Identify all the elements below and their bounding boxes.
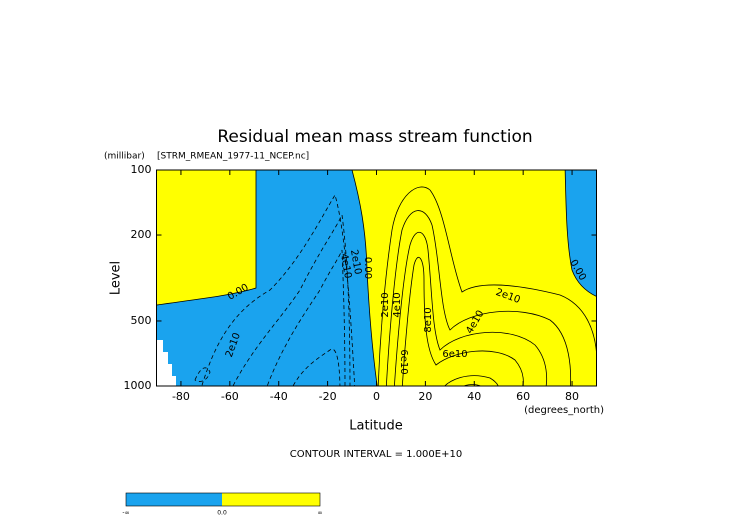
x-tick-label: 0: [373, 390, 380, 403]
x-tick-label: -80: [172, 390, 190, 403]
contour-label: 2e10: [348, 249, 363, 276]
x-tick-label: -20: [319, 390, 337, 403]
x-axis-label: Latitude: [349, 419, 403, 434]
contour-label: 8e10: [423, 307, 434, 332]
plot-area: [156, 170, 597, 386]
negative-fill: [156, 170, 378, 386]
x-units: (degrees_north): [524, 405, 604, 416]
colorbar-negative: [126, 493, 222, 506]
chart-title: Residual mean mass stream function: [217, 127, 532, 147]
contour-label: 4e10: [392, 292, 403, 317]
colorbar-label: ∞: [318, 510, 323, 517]
contour-label: 2e10: [380, 292, 391, 317]
y-axis-label: Level: [109, 261, 124, 295]
colorbar-label: 0.0: [217, 510, 227, 517]
contour-label: 6e10: [442, 349, 467, 360]
negative-fill: [565, 170, 597, 297]
y-tick-label: 500: [131, 314, 152, 327]
contour-label: 6e10: [398, 349, 409, 374]
colorbar-positive: [222, 493, 320, 506]
y-tick-label: 100: [131, 163, 152, 176]
x-tick-label: 60: [516, 390, 530, 403]
y-tick-label: 200: [131, 228, 152, 241]
missing-data: [156, 340, 176, 386]
dataset-label: [STRM_RMEAN_1977-11_NCEP.nc]: [157, 152, 309, 162]
contour-label: 4e10: [338, 253, 353, 280]
colorbar-label: -∞: [122, 510, 129, 517]
x-tick-label: 20: [418, 390, 432, 403]
x-tick-label: 40: [467, 390, 481, 403]
y-units: (millibar): [104, 152, 145, 162]
x-tick-label: 80: [565, 390, 579, 403]
x-tick-label: -40: [270, 390, 288, 403]
y-tick-label: 1000: [124, 379, 152, 392]
colorbar-frame: [125, 492, 321, 507]
x-tick-label: -60: [221, 390, 239, 403]
contour-label: 0.00: [362, 257, 373, 279]
contour-interval: CONTOUR INTERVAL = 1.000E+10: [290, 449, 462, 460]
